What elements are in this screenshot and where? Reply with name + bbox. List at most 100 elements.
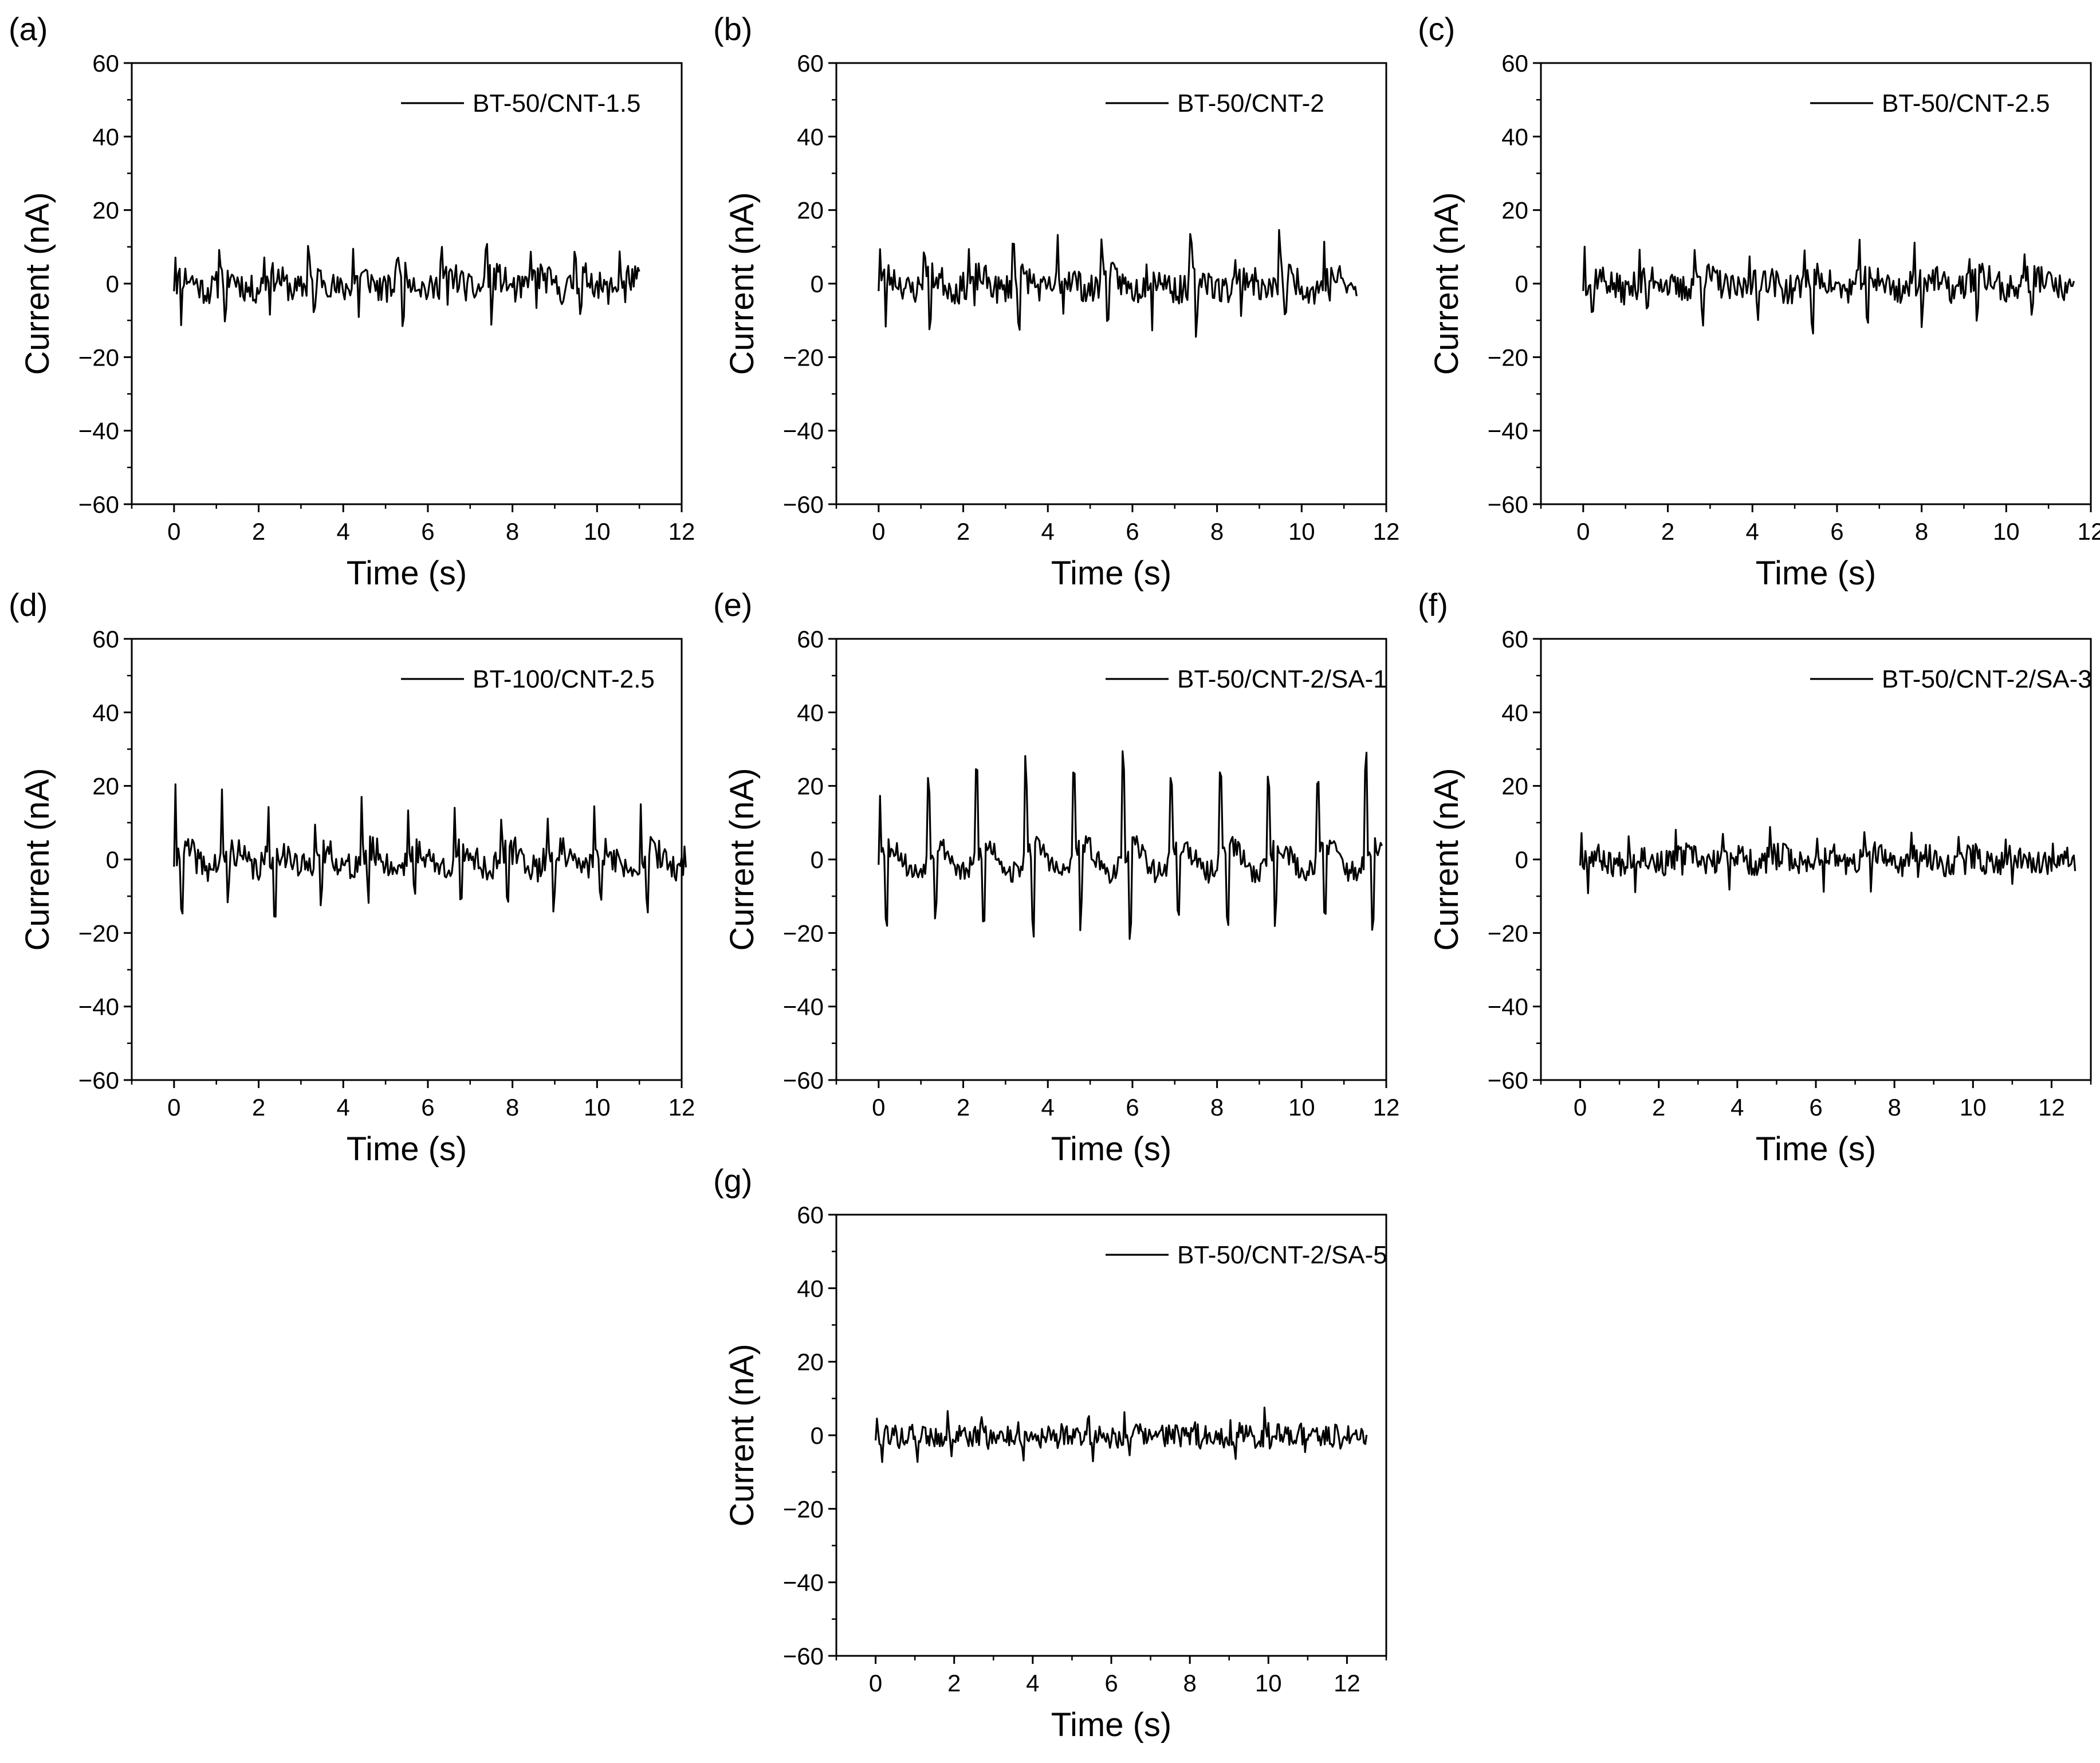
series-line bbox=[173, 243, 640, 327]
y-tick-label: −40 bbox=[78, 994, 119, 1020]
y-tick-label: −20 bbox=[78, 920, 119, 947]
x-axis-title: Time (s) bbox=[1051, 555, 1171, 592]
x-tick-label: 0 bbox=[1574, 1094, 1587, 1121]
chart-panel-b: (b) −60 −40 −20 0 20 40 60 0 2 4 6 8 10 12 Time (s) Curr… bbox=[713, 11, 1399, 592]
x-tick-label: 12 bbox=[2038, 1094, 2065, 1121]
x-tick-label: 12 bbox=[1334, 1670, 1360, 1697]
y-tick-label: 60 bbox=[797, 626, 824, 653]
y-tick-label: 60 bbox=[1501, 626, 1528, 653]
x-tick-label: 2 bbox=[957, 518, 970, 545]
chart-panel-e: (e) −60 −40 −20 0 20 40 60 0 2 4 6 8 10 12 Time (s) Curr… bbox=[713, 587, 1399, 1168]
y-axis-title: Current (nA) bbox=[723, 768, 761, 951]
x-tick-label: 0 bbox=[1576, 518, 1590, 545]
x-tick-label: 4 bbox=[1041, 1094, 1055, 1121]
chart-panel-d: (d) −60 −40 −20 0 20 40 60 0 2 4 6 8 10 12 Time (s) Curr… bbox=[9, 587, 695, 1168]
legend-label: BT-50/CNT-2/SA-5 bbox=[1177, 1241, 1387, 1269]
chart-panel-c: (c) −60 −40 −20 0 20 40 60 0 2 4 6 8 10 12 Time (s) Curr… bbox=[1418, 11, 2100, 592]
panel-label: (a) bbox=[9, 11, 48, 47]
x-tick-label: 4 bbox=[1746, 518, 1759, 545]
x-tick-label: 2 bbox=[252, 518, 265, 545]
y-tick-label: −60 bbox=[1488, 491, 1528, 518]
x-tick-label: 2 bbox=[1652, 1094, 1665, 1121]
x-tick-label: 4 bbox=[1026, 1670, 1039, 1697]
y-tick-label: −60 bbox=[78, 1067, 119, 1094]
y-tick-label: 40 bbox=[1501, 123, 1528, 150]
series-line bbox=[1579, 826, 2077, 894]
y-tick-label: 40 bbox=[797, 699, 824, 726]
y-tick-label: −40 bbox=[783, 994, 824, 1020]
y-tick-label: −60 bbox=[1488, 1067, 1528, 1094]
x-tick-label: 6 bbox=[1126, 518, 1139, 545]
series-line bbox=[173, 783, 687, 918]
x-tick-label: 8 bbox=[1887, 1094, 1901, 1121]
x-tick-label: 12 bbox=[2078, 518, 2100, 545]
panel-label: (e) bbox=[713, 587, 752, 623]
x-tick-label: 0 bbox=[872, 1094, 885, 1121]
y-tick-label: −60 bbox=[78, 491, 119, 518]
chart-panel-g: (g) −60 −40 −20 0 20 40 60 0 2 4 6 8 10 12 Time (s) Curr… bbox=[713, 1163, 1387, 1744]
x-tick-label: 10 bbox=[1288, 1094, 1315, 1121]
series-line bbox=[878, 750, 1383, 940]
legend-label: BT-50/CNT-2/SA-3 bbox=[1882, 665, 2092, 693]
x-axis-title: Time (s) bbox=[1756, 555, 1876, 592]
legend-label: BT-50/CNT-2 bbox=[1177, 89, 1324, 117]
y-axis-title: Current (nA) bbox=[723, 1344, 761, 1526]
y-tick-label: −20 bbox=[783, 344, 824, 371]
x-tick-label: 10 bbox=[1288, 518, 1315, 545]
y-tick-label: 20 bbox=[797, 773, 824, 800]
series-line bbox=[1582, 238, 2075, 335]
y-tick-label: 60 bbox=[797, 1201, 824, 1228]
y-tick-label: −20 bbox=[783, 1495, 824, 1522]
series-line bbox=[875, 1407, 1368, 1463]
plot-frame bbox=[835, 638, 1387, 1081]
y-tick-label: −40 bbox=[1488, 994, 1528, 1020]
y-tick-label: 40 bbox=[1501, 699, 1528, 726]
x-tick-label: 6 bbox=[1104, 1670, 1118, 1697]
x-tick-label: 6 bbox=[421, 1094, 434, 1121]
x-tick-label: 10 bbox=[584, 518, 611, 545]
x-tick-label: 0 bbox=[167, 518, 180, 545]
y-tick-label: 20 bbox=[1501, 197, 1528, 224]
y-tick-label: 60 bbox=[92, 50, 119, 77]
y-tick-label: −20 bbox=[783, 920, 824, 947]
y-tick-label: −40 bbox=[78, 418, 119, 445]
legend-label: BT-50/CNT-1.5 bbox=[473, 89, 640, 117]
x-tick-label: 8 bbox=[506, 1094, 519, 1121]
y-tick-label: 20 bbox=[92, 773, 119, 800]
y-tick-label: −60 bbox=[783, 1643, 824, 1670]
y-tick-label: 20 bbox=[797, 197, 824, 224]
y-tick-label: 0 bbox=[106, 846, 119, 873]
x-tick-label: 8 bbox=[1915, 518, 1928, 545]
y-tick-label: 40 bbox=[92, 123, 119, 150]
x-tick-label: 4 bbox=[1731, 1094, 1744, 1121]
y-tick-label: 20 bbox=[92, 197, 119, 224]
y-tick-label: 40 bbox=[92, 699, 119, 726]
x-tick-label: 10 bbox=[584, 1094, 611, 1121]
x-axis-title: Time (s) bbox=[347, 555, 467, 592]
y-tick-label: 20 bbox=[1501, 773, 1528, 800]
y-tick-label: 0 bbox=[1515, 846, 1528, 873]
y-tick-label: 60 bbox=[92, 626, 119, 653]
x-axis-title: Time (s) bbox=[1756, 1130, 1876, 1168]
x-tick-label: 2 bbox=[1661, 518, 1674, 545]
y-axis-title: Current (nA) bbox=[19, 768, 56, 951]
y-tick-label: 0 bbox=[811, 846, 824, 873]
x-tick-label: 8 bbox=[1183, 1670, 1196, 1697]
x-tick-label: 10 bbox=[1960, 1094, 1987, 1121]
x-tick-label: 4 bbox=[1041, 518, 1055, 545]
y-tick-label: −40 bbox=[783, 418, 824, 445]
x-axis-title: Time (s) bbox=[347, 1130, 467, 1168]
chart-panel-a: (a) −60 −40 −20 0 20 40 60 0 2 4 6 8 10 12 Time (s) Curr… bbox=[9, 11, 695, 592]
x-tick-label: 8 bbox=[1210, 1094, 1224, 1121]
x-tick-label: 2 bbox=[947, 1670, 961, 1697]
x-tick-label: 12 bbox=[1373, 518, 1400, 545]
y-tick-label: 0 bbox=[811, 1422, 824, 1449]
x-tick-label: 4 bbox=[337, 1094, 350, 1121]
x-tick-label: 12 bbox=[668, 1094, 695, 1121]
y-tick-label: −20 bbox=[1488, 344, 1528, 371]
panel-label: (f) bbox=[1418, 587, 1448, 623]
x-tick-label: 0 bbox=[167, 1094, 180, 1121]
legend-label: BT-100/CNT-2.5 bbox=[473, 665, 655, 693]
y-tick-label: 60 bbox=[797, 50, 824, 77]
